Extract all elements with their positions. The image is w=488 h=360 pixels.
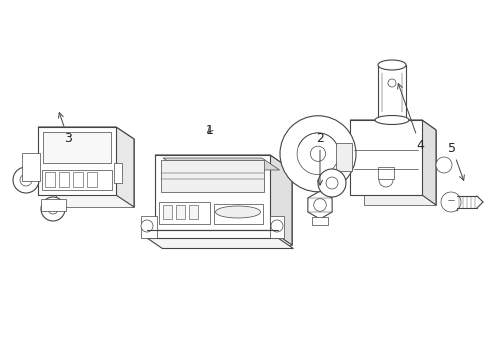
Polygon shape — [363, 130, 435, 205]
Circle shape — [317, 169, 346, 197]
Circle shape — [297, 133, 338, 175]
Bar — [73, 172, 83, 187]
Text: 4: 4 — [397, 84, 423, 152]
Circle shape — [440, 192, 460, 212]
Bar — [41, 199, 66, 211]
Circle shape — [387, 79, 395, 87]
Bar — [189, 205, 198, 219]
Polygon shape — [349, 120, 435, 130]
Bar — [161, 160, 264, 192]
Bar — [214, 204, 263, 224]
Polygon shape — [307, 191, 331, 219]
Polygon shape — [116, 127, 134, 207]
Bar — [377, 167, 393, 179]
Polygon shape — [177, 170, 291, 245]
Circle shape — [310, 146, 325, 161]
Circle shape — [313, 199, 325, 211]
Bar — [147, 230, 278, 238]
Circle shape — [41, 197, 65, 221]
Circle shape — [378, 173, 392, 187]
Polygon shape — [163, 158, 279, 170]
Polygon shape — [155, 155, 291, 170]
Ellipse shape — [215, 206, 260, 218]
Bar — [159, 202, 209, 224]
Polygon shape — [269, 155, 291, 245]
Circle shape — [13, 167, 39, 193]
Bar — [42, 170, 112, 190]
Bar — [43, 132, 111, 163]
Ellipse shape — [374, 116, 408, 125]
Polygon shape — [56, 139, 134, 207]
Bar — [269, 216, 284, 238]
Circle shape — [435, 157, 451, 173]
Bar — [163, 205, 172, 219]
Circle shape — [141, 220, 153, 232]
Text: 5: 5 — [447, 141, 464, 180]
Ellipse shape — [377, 60, 405, 70]
Polygon shape — [147, 238, 293, 248]
Bar — [312, 217, 327, 225]
Polygon shape — [38, 127, 134, 139]
Bar — [176, 205, 184, 219]
Polygon shape — [421, 120, 435, 205]
Bar — [59, 172, 69, 187]
Circle shape — [48, 204, 58, 214]
Bar — [22, 153, 40, 181]
Bar — [45, 172, 55, 187]
Bar — [335, 143, 351, 171]
Bar — [155, 155, 269, 230]
Bar — [444, 194, 456, 210]
Bar — [114, 163, 122, 183]
Bar — [377, 65, 405, 120]
Circle shape — [325, 177, 337, 189]
Circle shape — [20, 174, 32, 186]
Bar — [38, 127, 116, 195]
Text: 2: 2 — [315, 131, 323, 185]
Bar — [349, 120, 421, 195]
Text: 3: 3 — [59, 113, 72, 144]
Text: 1: 1 — [205, 123, 214, 136]
Circle shape — [280, 116, 355, 192]
Bar — [141, 216, 157, 238]
Bar — [87, 172, 97, 187]
Circle shape — [270, 220, 283, 232]
